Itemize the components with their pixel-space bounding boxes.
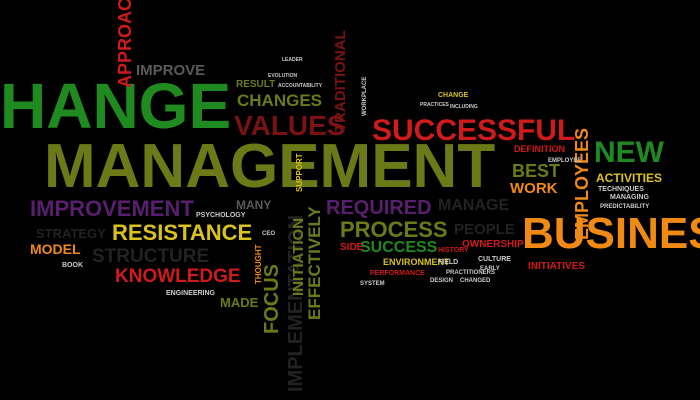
word-evolution: EVOLUTION bbox=[268, 73, 298, 79]
word-support: SUPPORT bbox=[295, 153, 304, 192]
word-success: SUCCESS bbox=[360, 239, 438, 256]
word-initiatives: INITIATIVES bbox=[528, 261, 586, 272]
word-environment: ENVIRONMENT bbox=[383, 257, 450, 267]
word-activities: ACTIVITIES bbox=[596, 171, 663, 185]
word-thought: THOUGHT bbox=[254, 244, 263, 284]
word-managing: MANAGING bbox=[610, 194, 649, 201]
word-ownership: OWNERSHIP bbox=[462, 239, 524, 250]
word-values: VALUES bbox=[234, 110, 346, 141]
word-improve: IMPROVE bbox=[136, 62, 206, 79]
word-new: NEW bbox=[594, 136, 664, 169]
word-traditional: TRADITIONAL bbox=[332, 30, 349, 132]
word-including: INCLUDING bbox=[450, 104, 478, 110]
word-changed: CHANGED bbox=[460, 278, 491, 284]
word-book: BOOK bbox=[62, 262, 83, 269]
word-employee: EMPLOYEE bbox=[548, 158, 582, 164]
word-leader: LEADER bbox=[282, 57, 303, 63]
word-work: WORK bbox=[510, 180, 558, 197]
word-changes: CHANGES bbox=[237, 91, 323, 110]
word-history: HISTORY bbox=[438, 247, 469, 254]
word-ceo: CEO bbox=[262, 231, 276, 237]
word-business: BUSINES bbox=[522, 209, 700, 258]
word-practices: PRACTICES bbox=[420, 102, 449, 108]
word-knowledge: KNOWLEDGE bbox=[115, 266, 241, 287]
word-field: FIELD bbox=[438, 259, 459, 266]
word-employees: EMPLOYEES bbox=[572, 127, 592, 240]
word-practitioners: PRACTITIONERS bbox=[446, 270, 496, 276]
word-techniques: TECHNIQUES bbox=[598, 186, 644, 193]
word-management: MANAGEMENT bbox=[44, 132, 496, 201]
word-system: SYSTEM bbox=[360, 281, 385, 287]
word-design: DESIGN bbox=[430, 278, 454, 284]
word-people: PEOPLE bbox=[454, 221, 515, 238]
word-required: REQUIRED bbox=[326, 197, 432, 219]
word-change: HANGE bbox=[0, 70, 232, 142]
word-made: MADE bbox=[220, 295, 259, 310]
word-focus: FOCUS bbox=[261, 264, 283, 334]
word-performance: PERFORMANCE bbox=[370, 270, 425, 277]
word-strategy: STRATEGY bbox=[36, 226, 106, 241]
word-accountability: ACCOUNTABILITY bbox=[278, 83, 323, 89]
word-predictability: PREDICTABILITY bbox=[600, 204, 650, 210]
word-effectively: EFFECTIVELY bbox=[305, 206, 324, 320]
word-process: PROCESS bbox=[340, 217, 448, 242]
word-approach: APPROACH bbox=[115, 0, 135, 88]
word-culture: CULTURE bbox=[478, 256, 511, 263]
word-resistance: RESISTANCE bbox=[112, 220, 253, 245]
word-successful: SUCCESSFUL bbox=[372, 114, 576, 147]
word-model: MODEL bbox=[30, 241, 81, 257]
word-psychology: PSYCHOLOGY bbox=[196, 212, 246, 219]
word-change-small: CHANGE bbox=[438, 92, 469, 99]
word-engineering: ENGINEERING bbox=[166, 290, 216, 297]
word-best: BEST bbox=[512, 161, 561, 181]
word-definition: DEFINITION bbox=[514, 144, 565, 154]
word-result: RESULT bbox=[236, 79, 276, 90]
word-early: EARLY bbox=[480, 266, 500, 272]
word-improvement: IMPROVEMENT bbox=[30, 196, 194, 221]
word-side: SIDE bbox=[340, 242, 364, 253]
word-structure: STRUCTURE bbox=[92, 246, 210, 267]
word-many: MANY bbox=[236, 198, 272, 212]
word-manage: MANAGE bbox=[438, 197, 510, 214]
word-initiation: INITIATION bbox=[290, 217, 307, 296]
word-workplace: WORKPLACE bbox=[362, 76, 368, 116]
